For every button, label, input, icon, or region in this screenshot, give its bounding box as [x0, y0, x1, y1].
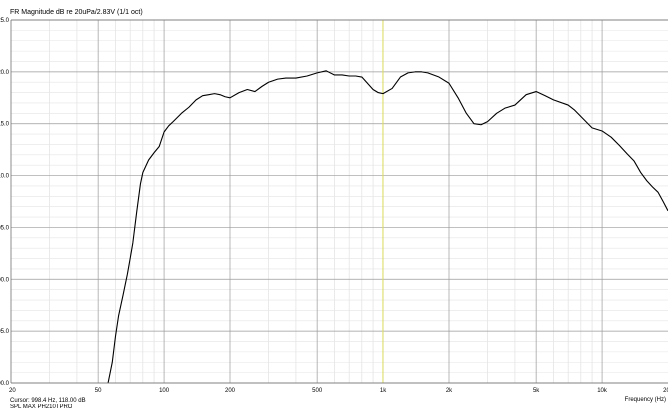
x-tick-label: 1k	[380, 388, 387, 394]
y-tick-label: 120.0	[0, 70, 10, 76]
x-tick-label: 20k	[663, 388, 668, 394]
x-tick-label: 5k	[533, 388, 540, 394]
legend-entry-series: SPL MAX PH210TPRO	[10, 404, 73, 410]
y-tick-label: 90.0	[0, 381, 10, 387]
x-axis-label: Frequency (Hz)	[625, 397, 666, 403]
x-tick-label: 100	[159, 388, 170, 394]
cursor-readout: Cursor: 998.4 Hz, 118.00 dB	[10, 398, 86, 404]
y-tick-label: 115.0	[0, 122, 10, 128]
x-tick-label: 2k	[446, 388, 453, 394]
x-tick-label: 10k	[597, 388, 608, 394]
y-tick-label: 125.0	[0, 18, 10, 24]
y-tick-label: 105.0	[0, 225, 10, 231]
y-tick-label: 110.0	[0, 174, 10, 180]
x-tick-label: 500	[312, 388, 323, 394]
x-tick-label: 20	[9, 388, 16, 394]
y-tick-label: 95.0	[0, 329, 10, 335]
y-tick-label: 100.0	[0, 277, 10, 283]
series-line	[107, 70, 668, 384]
x-tick-label: 200	[225, 388, 236, 394]
x-tick-label: 50	[95, 388, 102, 394]
chart-title: FR Magnitude dB re 20uPa/2.83V (1/1 oct)	[10, 9, 143, 16]
